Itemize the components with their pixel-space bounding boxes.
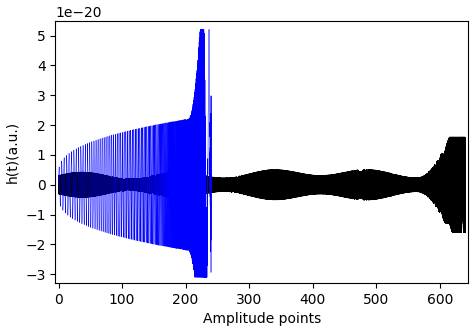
Y-axis label: h(t)(a.u.): h(t)(a.u.) [6, 121, 19, 183]
X-axis label: Amplitude points: Amplitude points [203, 312, 321, 326]
